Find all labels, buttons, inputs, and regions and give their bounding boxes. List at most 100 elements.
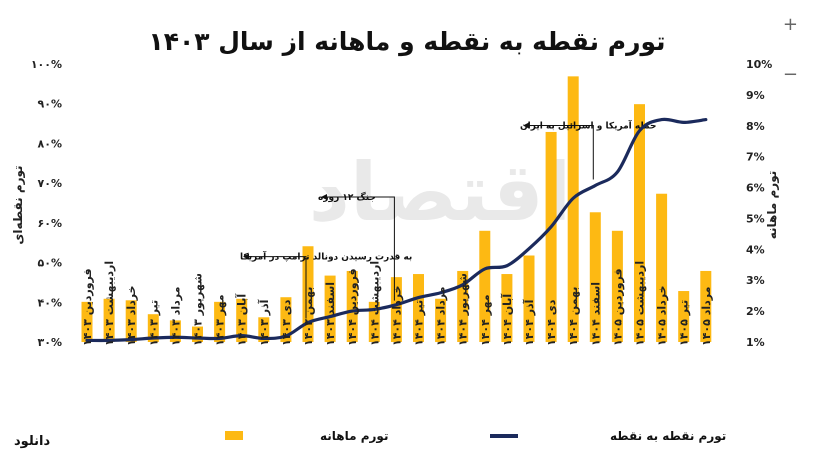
chart-title: تورم نقطه به نقطه و ماهانه از سال ۱۴۰۳ bbox=[148, 27, 665, 57]
bar bbox=[346, 270, 358, 342]
legend-label-monthly: تورم ماهانه bbox=[320, 429, 388, 444]
bar bbox=[147, 314, 159, 342]
left-tick-label: ۱۰۰% bbox=[31, 58, 62, 71]
bar bbox=[589, 212, 601, 342]
left-tick-label: ۵۰% bbox=[38, 257, 62, 270]
x-tick-label: مرداد ۱۴۰۴ bbox=[435, 287, 448, 346]
right-tick-label: 10% bbox=[746, 58, 772, 71]
annotations: به قدرت رسیدن دونالد ترامپ در آمریکاجنگ … bbox=[240, 120, 657, 319]
x-tick-label: شهریور ۱۴۰۳ bbox=[192, 273, 205, 346]
x-tick-label: خرداد ۱۴۰۴ bbox=[390, 285, 403, 346]
bar bbox=[258, 317, 270, 342]
right-tick-label: 8% bbox=[746, 120, 765, 133]
bar bbox=[192, 326, 203, 342]
bar bbox=[700, 270, 712, 342]
right-tick-label: 4% bbox=[746, 243, 765, 256]
x-tick-label: اردیبهشت ۱۴۰۳ bbox=[103, 261, 116, 346]
watermark: اقتصاد bbox=[309, 146, 571, 239]
bar bbox=[390, 277, 402, 342]
annotation-text: به قدرت رسیدن دونالد ترامپ در آمریکا bbox=[240, 251, 412, 263]
x-tick-label: آبان ۱۴۰۳ bbox=[235, 294, 249, 346]
zoom-in-button[interactable]: + bbox=[782, 14, 798, 35]
right-tick-label: 5% bbox=[746, 212, 765, 225]
bar bbox=[457, 270, 469, 342]
right-tick-label: 7% bbox=[746, 151, 765, 164]
bar bbox=[678, 291, 690, 342]
right-axis: 1% 2% 3% 4% 5% 6% 7% 8% 9% 10% bbox=[746, 58, 772, 349]
x-tick-label: آبان ۱۴۰۴ bbox=[500, 294, 514, 346]
bar bbox=[169, 320, 181, 342]
bar bbox=[523, 255, 535, 342]
bar bbox=[302, 246, 314, 342]
x-tick-label: مهر ۱۴۰۴ bbox=[479, 294, 492, 346]
bar bbox=[501, 274, 513, 342]
bar bbox=[634, 104, 645, 343]
bar bbox=[368, 301, 380, 342]
bar bbox=[125, 300, 137, 342]
line-series bbox=[85, 117, 708, 343]
x-tick-label: تیر ۱۴۰۳ bbox=[147, 300, 160, 346]
zoom-out-button[interactable]: − bbox=[782, 64, 798, 85]
left-tick-label: ۶۰% bbox=[38, 217, 62, 230]
right-tick-label: 3% bbox=[746, 274, 765, 287]
bar bbox=[214, 301, 226, 342]
bar bbox=[103, 298, 115, 342]
bar bbox=[545, 131, 557, 342]
right-tick-label: 6% bbox=[746, 182, 765, 195]
x-tick-label: مرداد ۱۴۰۳ bbox=[169, 287, 182, 346]
x-tick-label: بهمن ۱۴۰۳ bbox=[302, 287, 315, 346]
x-tick-label: بهمن ۱۴۰۴ bbox=[567, 287, 580, 346]
bar bbox=[413, 274, 424, 342]
right-axis-label: تورم ماهانه bbox=[765, 171, 780, 239]
footer-logo-text: دانلود bbox=[14, 434, 50, 449]
bar bbox=[236, 298, 248, 342]
x-axis: فروردین ۱۴۰۳ اردیبهشت ۱۴۰۳ خرداد ۱۴۰۳ تیر ۱… bbox=[81, 261, 713, 346]
x-tick-label: تیر ۱۴۰۴ bbox=[413, 300, 426, 346]
x-tick-label: اردیبهشت ۱۴۰۴ bbox=[368, 261, 381, 346]
x-tick-label: اردیبهشت ۱۴۰۵ bbox=[634, 261, 647, 346]
bar bbox=[479, 230, 491, 342]
x-tick-label: مرداد ۱۴۰۵ bbox=[700, 287, 713, 346]
x-tick-label: خرداد ۱۴۰۳ bbox=[125, 285, 138, 346]
x-tick-label: مهر ۱۴۰۳ bbox=[214, 294, 227, 346]
x-tick-label: آذر ۱۴۰۳ bbox=[257, 299, 271, 346]
left-tick-label: ۷۰% bbox=[38, 177, 62, 190]
bar bbox=[81, 301, 93, 342]
legend: تورم ماهانه تورم نقطه به نقطه bbox=[225, 429, 726, 444]
x-tick-label: فروردین ۱۴۰۴ bbox=[346, 268, 359, 346]
x-tick-label: فروردین ۱۴۰۵ bbox=[611, 268, 624, 346]
annotation-line bbox=[322, 196, 395, 301]
left-tick-label: ۸۰% bbox=[38, 137, 62, 150]
bar bbox=[611, 230, 623, 342]
bar-series bbox=[81, 76, 712, 343]
bar bbox=[656, 193, 668, 342]
right-tick-label: 2% bbox=[746, 305, 765, 318]
x-tick-label: شهریور ۱۴۰۴ bbox=[457, 273, 470, 346]
bar bbox=[435, 298, 447, 342]
x-tick-label: اسفند ۱۴۰۳ bbox=[324, 282, 337, 346]
left-tick-label: ۳۰% bbox=[38, 336, 62, 349]
x-tick-label: دی ۱۴۰۳ bbox=[280, 299, 293, 346]
right-tick-label: 9% bbox=[746, 89, 765, 102]
annotation: جنگ ۱۲ روزه bbox=[318, 191, 395, 301]
x-tick-label: اسفند ۱۴۰۴ bbox=[589, 282, 602, 346]
bar bbox=[567, 76, 579, 342]
annotation: حمله آمریکا و اسرائیل به ایران bbox=[520, 120, 657, 180]
left-axis: ۳۰% ۴۰% ۵۰% ۶۰% ۷۰% ۸۰% ۹۰% ۱۰۰% bbox=[31, 58, 62, 349]
annotation: به قدرت رسیدن دونالد ترامپ در آمریکا bbox=[240, 251, 412, 319]
x-tick-label: خرداد ۱۴۰۵ bbox=[656, 285, 669, 346]
annotation-line bbox=[524, 125, 594, 180]
right-tick-label: 1% bbox=[746, 336, 765, 349]
legend-swatch-monthly bbox=[225, 431, 243, 440]
left-axis-label: تورم نقطه‌ای bbox=[11, 165, 26, 244]
annotation-line bbox=[244, 256, 307, 319]
x-tick-label: فروردین ۱۴۰۳ bbox=[81, 268, 94, 346]
bar bbox=[324, 275, 336, 342]
x-tick-label: آذر ۱۴۰۴ bbox=[522, 299, 536, 346]
left-tick-label: ۹۰% bbox=[38, 98, 62, 111]
bar bbox=[280, 297, 292, 342]
left-tick-label: ۴۰% bbox=[38, 296, 62, 309]
x-tick-label: تیر ۱۴۰۵ bbox=[678, 300, 691, 346]
legend-label-p2p: تورم نقطه به نقطه bbox=[610, 429, 726, 444]
